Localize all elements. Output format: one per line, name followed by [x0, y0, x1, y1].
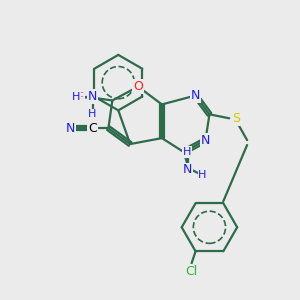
Text: H: H — [71, 92, 80, 101]
Text: N: N — [88, 90, 97, 103]
Text: H: H — [88, 109, 97, 119]
Text: N: N — [191, 89, 200, 102]
Text: H: H — [182, 147, 191, 157]
Text: N: N — [66, 122, 75, 135]
Text: N: N — [183, 163, 192, 176]
Text: F: F — [77, 91, 84, 104]
Text: S: S — [232, 112, 240, 125]
Text: C: C — [88, 122, 97, 135]
Text: H: H — [198, 170, 207, 180]
Text: Cl: Cl — [185, 265, 198, 278]
Text: O: O — [133, 80, 143, 93]
Text: N: N — [201, 134, 210, 147]
